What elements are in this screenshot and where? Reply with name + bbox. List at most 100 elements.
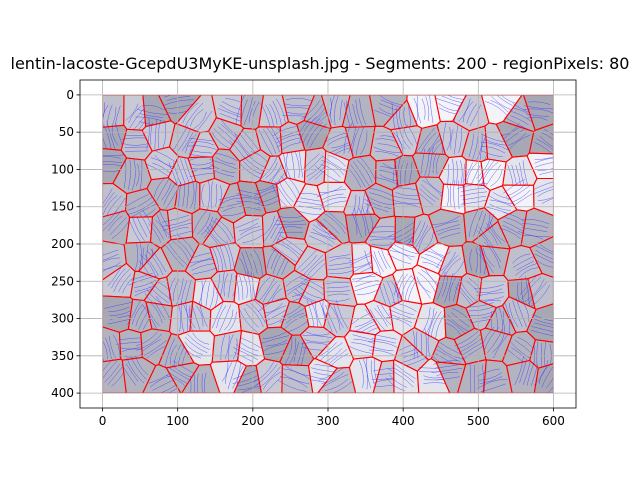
- segment-cell: [506, 360, 539, 394]
- flow-line: [253, 248, 263, 276]
- segment-boundary: [533, 363, 554, 394]
- x-tick-label: 0: [99, 414, 107, 428]
- flow-line: [127, 199, 156, 215]
- flow-line: [279, 306, 307, 323]
- segment-cell: [280, 121, 305, 154]
- flow-line: [416, 127, 435, 153]
- flow-line: [428, 146, 434, 179]
- flow-line: [513, 193, 533, 207]
- flow-line: [134, 242, 139, 273]
- segment-cell: [166, 362, 200, 394]
- flow-line: [328, 254, 351, 258]
- segment-flow-lines: [260, 98, 286, 131]
- flow-line: [387, 220, 416, 238]
- flow-line: [277, 238, 303, 257]
- flow-line: [369, 308, 386, 331]
- flow-line: [223, 273, 229, 297]
- flow-line: [140, 113, 163, 118]
- segment-flow-lines: [102, 249, 122, 273]
- flow-line: [224, 335, 230, 360]
- flow-line: [421, 184, 440, 200]
- flow-line: [123, 160, 127, 189]
- flow-line: [250, 302, 266, 324]
- segment-cell: [102, 183, 127, 217]
- segment-cell: [480, 246, 510, 276]
- flow-line: [225, 362, 233, 384]
- flow-line: [466, 103, 477, 124]
- flow-line: [324, 348, 343, 363]
- flow-line: [512, 300, 523, 328]
- flow-line: [468, 133, 475, 158]
- flow-line: [527, 282, 547, 305]
- flow-line: [362, 357, 368, 390]
- flow-line: [245, 303, 264, 327]
- flow-line: [330, 95, 335, 123]
- flow-line: [209, 223, 228, 245]
- flow-line: [284, 336, 293, 365]
- segment-cell: [298, 279, 325, 307]
- segment-cell: [415, 177, 444, 216]
- segment-cell: [102, 125, 127, 151]
- flow-line: [444, 257, 462, 278]
- segment-flow-lines: [512, 253, 539, 278]
- flow-line: [408, 106, 411, 128]
- flow-line: [484, 327, 500, 351]
- segment-flow-lines: [181, 332, 210, 359]
- flow-line: [201, 373, 203, 394]
- flow-line: [453, 94, 468, 123]
- flow-line: [326, 286, 349, 289]
- flow-line: [164, 99, 195, 106]
- flow-line: [423, 382, 447, 384]
- segment-flow-lines: [104, 302, 136, 325]
- flow-line: [509, 110, 534, 123]
- segment-cell: [527, 153, 554, 179]
- flow-line: [102, 257, 120, 263]
- flow-line: [284, 275, 311, 293]
- segment-cell: [344, 330, 376, 360]
- segment-cell: [434, 94, 467, 122]
- flow-line: [262, 129, 277, 154]
- segment-cell: [351, 242, 373, 275]
- segment-cell: [125, 188, 161, 218]
- segment-cell: [431, 337, 467, 365]
- segment-cell: [304, 94, 332, 129]
- flow-line: [125, 150, 149, 152]
- flow-line: [476, 288, 503, 293]
- flow-line: [295, 152, 300, 179]
- segment-flow-lines: [523, 101, 554, 121]
- segment-cell: [176, 94, 217, 133]
- flow-line: [298, 205, 322, 210]
- flow-line: [375, 151, 399, 157]
- flow-line: [122, 276, 135, 294]
- flow-line: [343, 122, 353, 154]
- segment-cell: [323, 303, 355, 337]
- segment-cell: [324, 150, 350, 183]
- flow-line: [323, 218, 340, 234]
- flow-line: [126, 357, 145, 384]
- flow-line: [236, 200, 266, 208]
- segment-cell: [508, 278, 536, 309]
- flow-line: [320, 164, 341, 178]
- flow-line: [502, 225, 522, 235]
- flow-line: [433, 360, 459, 365]
- flow-line: [155, 219, 167, 237]
- flow-line: [211, 302, 224, 329]
- segment-cell: [533, 178, 554, 216]
- segment-flow-lines: [173, 125, 201, 156]
- flow-line: [286, 152, 292, 180]
- segment-cell: [390, 125, 422, 156]
- segment-cell: [208, 117, 244, 150]
- flow-line: [370, 360, 375, 385]
- y-tick-label: 400: [51, 386, 74, 400]
- flow-line: [534, 157, 554, 164]
- segment-cell: [456, 273, 482, 309]
- x-tick-label: 100: [166, 414, 189, 428]
- flow-line: [235, 344, 259, 356]
- flow-line: [434, 220, 459, 228]
- flow-line: [533, 181, 554, 190]
- flow-line: [454, 125, 458, 155]
- flow-line: [166, 96, 191, 101]
- segment-cell: [437, 121, 470, 158]
- flow-line: [250, 253, 258, 274]
- segment-flow-lines: [235, 94, 260, 126]
